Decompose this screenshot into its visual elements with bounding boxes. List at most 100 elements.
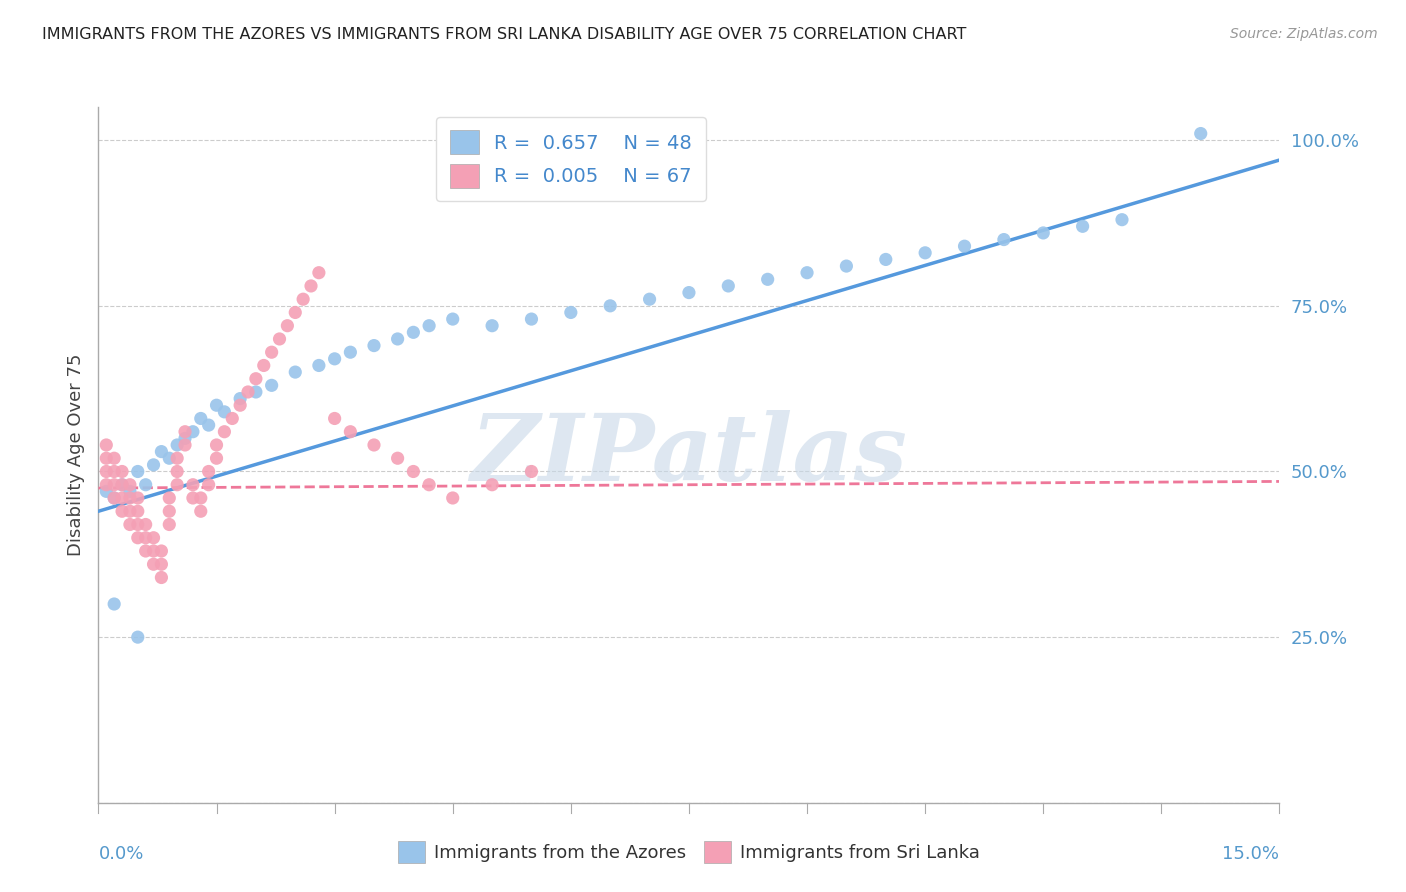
Point	[111, 465, 134, 479]
Point	[166, 477, 188, 491]
Point	[181, 425, 204, 439]
Point	[245, 372, 267, 386]
Point	[157, 517, 180, 532]
Point	[96, 477, 118, 491]
Point	[323, 351, 346, 366]
Point	[118, 517, 141, 532]
Point	[481, 477, 503, 491]
Point	[308, 266, 330, 280]
Point	[481, 318, 503, 333]
Point	[103, 465, 125, 479]
Point	[276, 318, 298, 333]
Point	[103, 491, 125, 505]
Point	[96, 451, 118, 466]
Point	[205, 438, 228, 452]
Y-axis label: Disability Age Over 75: Disability Age Over 75	[66, 353, 84, 557]
Point	[96, 484, 118, 499]
Point	[111, 504, 134, 518]
Point	[253, 359, 276, 373]
Point	[127, 630, 149, 644]
Point	[190, 411, 212, 425]
Point	[221, 411, 243, 425]
Point	[339, 345, 361, 359]
Point	[197, 465, 219, 479]
Point	[118, 491, 141, 505]
Point	[142, 544, 165, 558]
Point	[150, 444, 173, 458]
Point	[190, 491, 212, 505]
Point	[166, 438, 188, 452]
Point	[402, 326, 425, 340]
Point	[181, 477, 204, 491]
Text: 0.0%: 0.0%	[98, 845, 143, 863]
Point	[520, 312, 543, 326]
Point	[418, 477, 440, 491]
Point	[520, 465, 543, 479]
Point	[135, 544, 157, 558]
Point	[284, 305, 307, 319]
Point	[181, 491, 204, 505]
Point	[260, 345, 283, 359]
Point	[387, 332, 409, 346]
Point	[299, 279, 322, 293]
Point	[118, 484, 141, 499]
Point	[127, 531, 149, 545]
Point	[205, 451, 228, 466]
Point	[135, 477, 157, 491]
Point	[96, 465, 118, 479]
Point	[229, 398, 252, 412]
Point	[103, 477, 125, 491]
Point	[150, 570, 173, 584]
Point	[387, 451, 409, 466]
Point	[157, 491, 180, 505]
Point	[1189, 127, 1212, 141]
Point	[717, 279, 740, 293]
Point	[142, 531, 165, 545]
Point	[166, 451, 188, 466]
Point	[111, 477, 134, 491]
Point	[1071, 219, 1094, 234]
Point	[1032, 226, 1054, 240]
Point	[418, 318, 440, 333]
Point	[157, 504, 180, 518]
Point	[96, 438, 118, 452]
Point	[308, 359, 330, 373]
Legend: Immigrants from the Azores, Immigrants from Sri Lanka: Immigrants from the Azores, Immigrants f…	[391, 834, 987, 871]
Point	[245, 384, 267, 399]
Point	[260, 378, 283, 392]
Point	[103, 491, 125, 505]
Point	[127, 465, 149, 479]
Point	[118, 504, 141, 518]
Point	[363, 438, 385, 452]
Point	[135, 517, 157, 532]
Point	[127, 517, 149, 532]
Text: Source: ZipAtlas.com: Source: ZipAtlas.com	[1230, 27, 1378, 41]
Point	[142, 458, 165, 472]
Point	[190, 504, 212, 518]
Text: ZIPatlas: ZIPatlas	[471, 410, 907, 500]
Point	[214, 405, 236, 419]
Point	[142, 558, 165, 572]
Point	[150, 544, 173, 558]
Point	[402, 465, 425, 479]
Point	[441, 491, 464, 505]
Point	[363, 338, 385, 352]
Point	[599, 299, 621, 313]
Point	[993, 233, 1015, 247]
Point	[339, 425, 361, 439]
Point	[638, 292, 661, 306]
Point	[174, 431, 197, 445]
Point	[197, 418, 219, 433]
Point	[236, 384, 259, 399]
Text: 15.0%: 15.0%	[1222, 845, 1279, 863]
Point	[678, 285, 700, 300]
Point	[174, 425, 197, 439]
Point	[323, 411, 346, 425]
Point	[111, 477, 134, 491]
Point	[560, 305, 582, 319]
Point	[269, 332, 291, 346]
Point	[292, 292, 315, 306]
Point	[111, 491, 134, 505]
Point	[205, 398, 228, 412]
Point	[914, 245, 936, 260]
